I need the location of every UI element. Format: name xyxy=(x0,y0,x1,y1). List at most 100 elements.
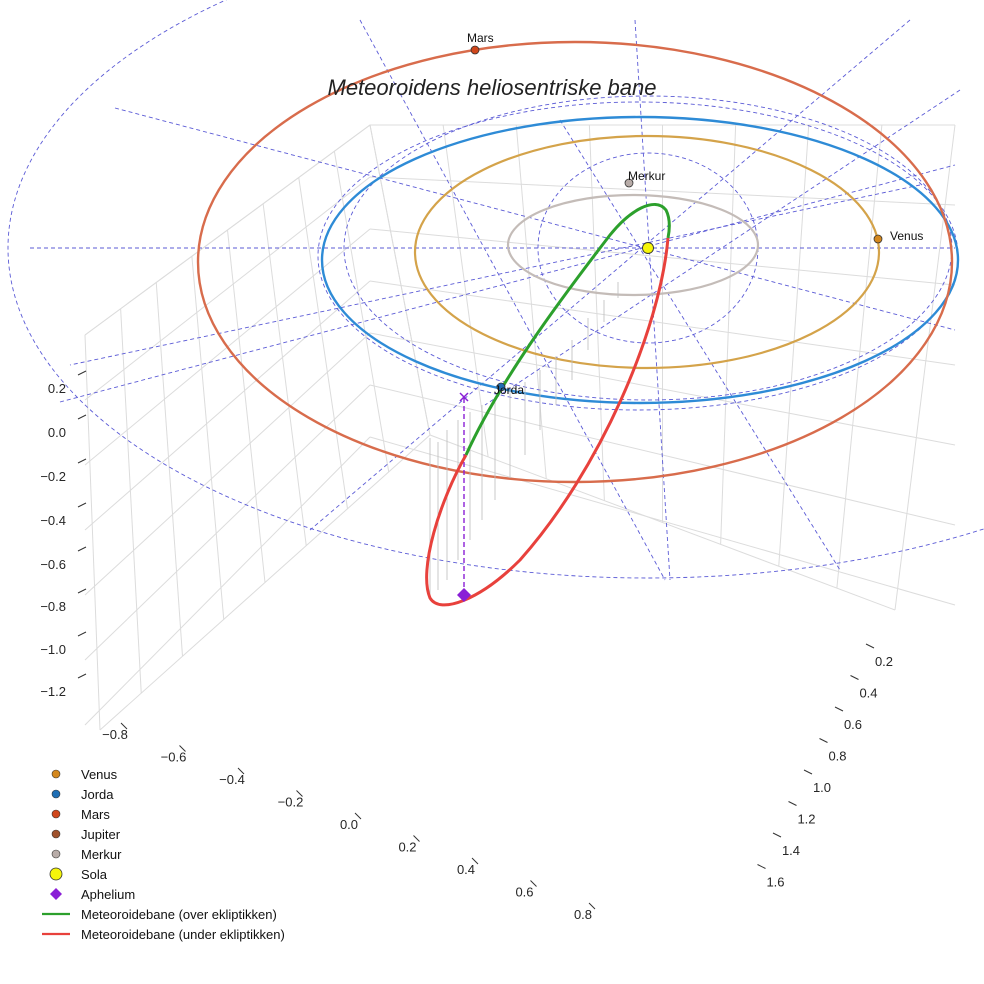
pane-gridline xyxy=(84,384,371,661)
legend-label: Venus xyxy=(81,767,118,782)
planet-merkur-label: Merkur xyxy=(628,169,665,183)
x-tick xyxy=(120,722,128,730)
y-tick-label: 0.6 xyxy=(844,717,862,732)
planet-venus-marker xyxy=(873,234,883,244)
orbit-merkur xyxy=(506,193,760,297)
orbit-venus xyxy=(413,134,881,370)
meteoroid-path xyxy=(425,203,671,607)
z-tick-label: −1.0 xyxy=(40,642,66,657)
x-tick xyxy=(296,790,303,797)
x-tick xyxy=(413,835,420,842)
x-tick-label: 0.6 xyxy=(515,885,533,900)
pane-gridline xyxy=(369,280,956,366)
planet-orbits xyxy=(196,40,960,484)
z-tick-label: 0.0 xyxy=(48,425,66,440)
pane-gridline xyxy=(778,124,810,567)
pane-gridline xyxy=(191,256,225,620)
planet-mars-label: Mars xyxy=(467,31,494,45)
y-tick xyxy=(757,864,766,869)
meteoroid-path-above xyxy=(464,203,671,456)
z-tick-label: −0.8 xyxy=(40,599,66,614)
legend-label: Jorda xyxy=(81,787,114,802)
sun-marker xyxy=(642,242,654,254)
polar-grid-ring xyxy=(7,0,984,579)
axis-ticks: 0.2 0.0 −0.2 −0.4 −0.6 −0.8 −1.0 −1.2 −0.8 −0.6 −0… xyxy=(40,370,893,922)
pane-gridline xyxy=(227,229,266,583)
x-tick xyxy=(530,880,537,887)
pane-gridline xyxy=(155,282,183,657)
x-tick xyxy=(588,902,596,910)
x-tick-label: −0.8 xyxy=(102,727,128,742)
planet-jorda-label: Jorda xyxy=(494,383,524,397)
z-tick xyxy=(77,588,87,594)
x-tick xyxy=(471,857,479,865)
x-tick-label: −0.4 xyxy=(219,772,245,787)
pane-edge-bottom xyxy=(99,434,896,731)
polar-grid-spoke xyxy=(59,164,956,403)
body-markers: Merkur Venus Jorda Mars xyxy=(457,31,923,602)
aphelion-marker xyxy=(457,588,471,602)
legend-marker xyxy=(50,888,62,900)
z-tick-label: 0.2 xyxy=(48,381,66,396)
pane-gridline xyxy=(836,124,883,589)
legend-marker xyxy=(49,867,63,881)
y-tick xyxy=(772,832,782,838)
polar-grid-spoke xyxy=(69,184,921,366)
polar-grid-spoke xyxy=(359,19,666,581)
x-tick-label: 0.4 xyxy=(457,862,475,877)
y-tick xyxy=(865,643,875,649)
x-tick-label: 0.0 xyxy=(340,817,358,832)
z-tick xyxy=(77,458,87,464)
legend-marker xyxy=(51,769,61,779)
x-tick xyxy=(237,767,245,775)
legend-label: Jupiter xyxy=(81,827,121,842)
polar-grid-ring xyxy=(317,101,959,411)
y-tick xyxy=(834,706,844,712)
orbit-jorda xyxy=(320,115,960,405)
legend-marker xyxy=(51,829,61,839)
y-tick xyxy=(803,769,813,775)
y-tick xyxy=(788,801,797,806)
y-tick-label: 1.4 xyxy=(782,843,800,858)
planet-venus-label: Venus xyxy=(890,229,923,243)
pane-gridline xyxy=(369,176,956,206)
y-tick xyxy=(819,738,828,743)
y-tick-label: 1.6 xyxy=(766,875,784,890)
z-tick xyxy=(77,502,87,508)
planet-jorda-marker xyxy=(496,382,506,392)
pane-gridline xyxy=(84,436,371,726)
x-tick-label: −0.6 xyxy=(161,750,187,765)
pane-gridline xyxy=(84,124,371,336)
y-tick-label: 1.0 xyxy=(813,780,831,795)
legend-label: Aphelium xyxy=(81,887,135,902)
legend-label: Meteoroidebane (over ekliptikken) xyxy=(81,907,277,922)
legend: Venus Jorda Mars Jupiter Merkur Sola Aphelium M… xyxy=(42,767,285,942)
pane-gridline xyxy=(720,124,737,545)
z-tick xyxy=(77,546,87,552)
z-tick-label: −0.2 xyxy=(40,469,66,484)
polar-grid-spoke xyxy=(484,89,961,406)
pane-gridline xyxy=(442,124,489,457)
z-tick xyxy=(77,370,87,376)
planet-merkur-marker xyxy=(624,178,634,188)
meteoroid-path-below xyxy=(425,237,670,607)
chart-title: Meteoroidens heliosentriske bane xyxy=(328,75,657,100)
pane-gridline xyxy=(369,228,956,286)
x-tick xyxy=(354,812,362,820)
z-tick xyxy=(77,673,87,679)
z-tick xyxy=(77,631,87,637)
x-tick-label: −0.2 xyxy=(278,795,304,810)
y-tick-label: 0.2 xyxy=(875,654,893,669)
legend-marker xyxy=(51,789,61,799)
aphelion-projection-marker xyxy=(459,392,469,402)
z-tick-label: −0.6 xyxy=(40,557,66,572)
pane-gridline xyxy=(262,203,307,546)
pane-gridline xyxy=(84,334,101,731)
polar-grid-spoke xyxy=(634,19,671,581)
meteoroid-drop-lines xyxy=(429,282,619,598)
pane-gridline xyxy=(84,280,371,531)
z-tick-label: −0.4 xyxy=(40,513,66,528)
pane-gridline xyxy=(369,332,956,446)
polar-grid-spoke xyxy=(114,107,956,331)
